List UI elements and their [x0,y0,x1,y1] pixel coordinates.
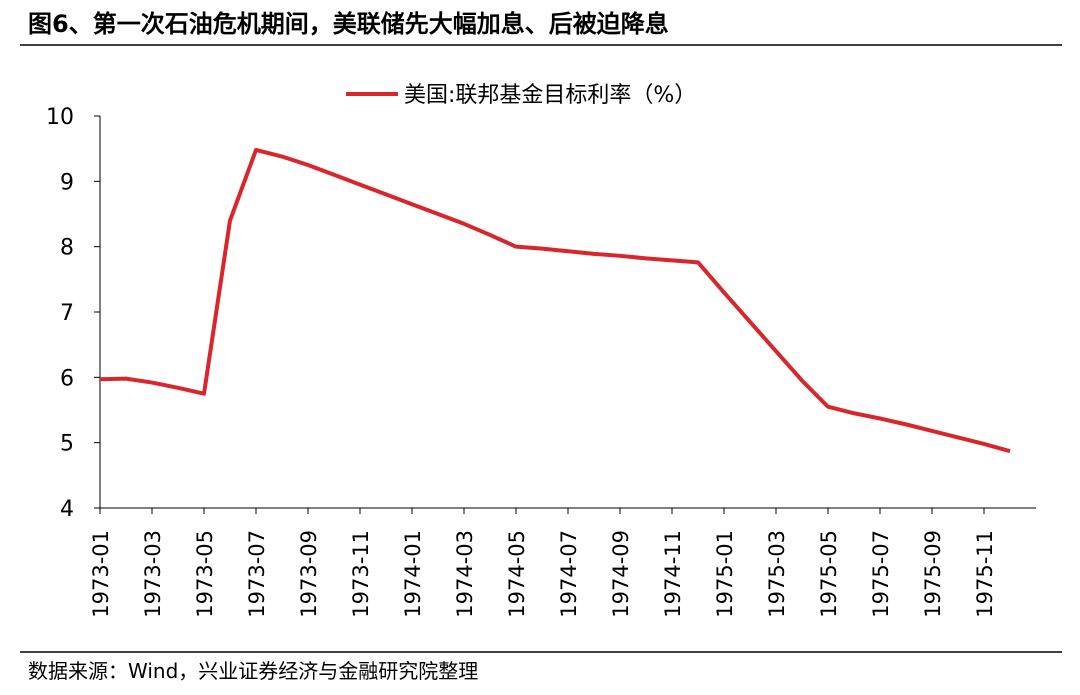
x-tick-label: 1974-07 [557,530,581,618]
y-tick-label: 4 [60,497,74,522]
x-tick-label: 1975-01 [713,530,737,618]
chart-title: 图6、第一次石油危机期间，美联储先大幅加息、后被迫降息 [28,10,669,38]
y-tick-label: 5 [60,432,74,457]
y-tick-label: 9 [60,170,74,195]
x-tick-label: 1975-05 [817,530,841,618]
y-tick-label: 6 [60,366,74,391]
x-tick-label: 1973-09 [297,530,321,618]
x-tick-label: 1975-11 [973,530,997,618]
x-tick-label: 1974-03 [453,530,477,618]
x-tick-label: 1974-05 [505,530,529,618]
legend-label: 美国:联邦基金目标利率（%） [404,83,696,108]
y-tick-label: 8 [60,236,74,261]
x-tick-label: 1973-11 [349,530,373,618]
x-tick-label: 1975-07 [869,530,893,618]
x-tick-label: 1974-01 [401,530,425,618]
data-line [99,147,1011,454]
source-note: 数据来源：Wind，兴业证券经济与金融研究院整理 [28,659,478,683]
x-tick-label: 1973-01 [89,530,113,618]
x-tick-label: 1975-09 [921,530,945,618]
x-tick-label: 1973-03 [141,530,165,618]
x-tick-label: 1974-09 [609,530,633,618]
y-tick-label: 10 [46,105,74,130]
x-tick-label: 1973-07 [245,530,269,618]
x-tick-label: 1973-05 [193,530,217,618]
x-tick-label: 1975-03 [765,530,789,618]
y-tick-label: 7 [60,301,74,326]
x-tick-label: 1974-11 [661,530,685,618]
